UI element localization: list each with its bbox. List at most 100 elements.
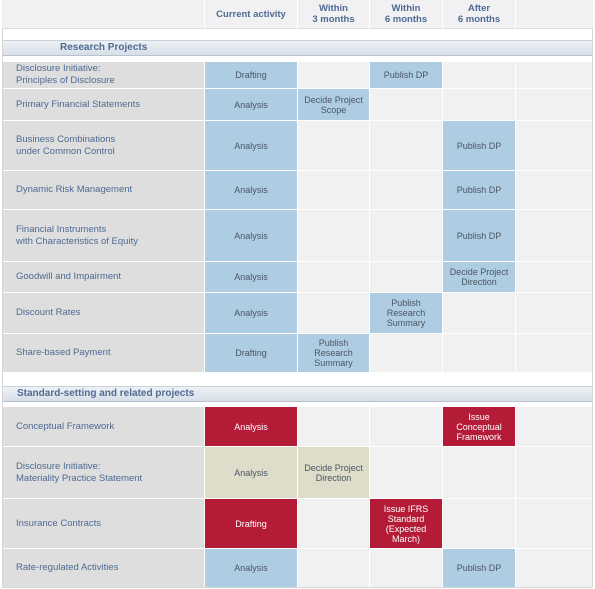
header-after-6-months: After 6 months: [443, 0, 515, 29]
research-cell-extra: [516, 171, 593, 209]
research-cell-current: Drafting: [205, 62, 297, 88]
activity-text: Publish DP: [456, 140, 502, 151]
research-row-label: Share-based Payment: [2, 334, 204, 372]
activity-text: Drafting: [235, 70, 267, 80]
activity-text: Drafting: [235, 518, 267, 529]
standard-cell-extra: [516, 499, 593, 548]
research-cell-current: Analysis: [205, 89, 297, 120]
research-cell-within3: [298, 262, 369, 292]
research-cell-within6: [370, 334, 442, 372]
activity-text: Analysis: [234, 308, 268, 318]
research-cell-within6: [370, 262, 442, 292]
project-name: Discount Rates: [16, 307, 81, 318]
section-standard-setting: Standard-setting and related projects: [2, 386, 593, 402]
research-cell-current: Analysis: [205, 210, 297, 261]
research-cell-extra: [516, 293, 593, 333]
standard-cell-extra: [516, 549, 593, 587]
standard-cell-within6: [370, 549, 442, 587]
research-cell-within6: [370, 171, 442, 209]
activity-text: Analysis: [234, 230, 268, 241]
activity-text: Publish Research Summary: [314, 338, 353, 368]
research-cell-extra: [516, 121, 593, 170]
project-name: Dynamic Risk Management: [16, 184, 133, 195]
research-cell-within6: [370, 121, 442, 170]
research-row-label: Primary Financial Statements: [2, 89, 204, 120]
research-row-label: Dynamic Risk Management: [2, 171, 204, 209]
header-current-activity: Current activity: [205, 0, 297, 29]
activity-text: Analysis: [234, 99, 268, 110]
research-cell-within6: Publish DP: [370, 62, 442, 88]
standard-row-label: Insurance Contracts: [2, 499, 204, 548]
standard-cell-within3: [298, 499, 369, 548]
research-cell-after6: [443, 293, 515, 333]
standard-cell-after6: Publish DP: [443, 549, 515, 587]
header-blank: [2, 0, 204, 29]
research-row-label: Goodwill and Impairment: [2, 262, 204, 292]
standard-cell-within6: Issue IFRS Standard (Expected March): [370, 499, 442, 548]
activity-text: Analysis: [234, 140, 268, 151]
research-cell-current: Analysis: [205, 171, 297, 209]
project-name: Primary Financial Statements: [16, 98, 141, 110]
research-cell-extra: [516, 262, 593, 292]
project-name: Disclosure Initiative: Principles of Dis…: [16, 63, 115, 86]
research-row-label: Financial Instruments with Characteristi…: [2, 210, 204, 261]
standard-cell-current: Analysis: [205, 407, 297, 446]
activity-text: Publish DP: [456, 563, 502, 573]
research-row-label: Business Combinations under Common Contr…: [2, 121, 204, 170]
research-cell-within3: [298, 62, 369, 88]
activity-text: Publish DP: [383, 70, 429, 80]
standard-cell-after6: [443, 499, 515, 548]
standard-row-label: Disclosure Initiative: Materiality Pract…: [2, 447, 204, 498]
header-current-label: Current activity: [216, 8, 286, 20]
standard-row-label: Conceptual Framework: [2, 407, 204, 446]
research-cell-within6: [370, 89, 442, 120]
standard-cell-current: Analysis: [205, 549, 297, 587]
standard-cell-within3: [298, 549, 369, 587]
activity-text: Decide Project Direction: [304, 462, 363, 483]
activity-text: Analysis: [234, 185, 268, 195]
research-cell-extra: [516, 62, 593, 88]
activity-text: Analysis: [234, 467, 268, 478]
activity-text: Decide Project Direction: [449, 267, 509, 287]
header-within6-label: Within 6 months: [384, 3, 428, 25]
standard-row-label: Rate-regulated Activities: [2, 549, 204, 587]
header-extra: [516, 0, 593, 29]
section-standard-title: Standard-setting and related projects: [17, 388, 195, 399]
section-research-projects: Research Projects: [2, 40, 593, 56]
standard-cell-within6: [370, 447, 442, 498]
project-name: Insurance Contracts: [16, 517, 102, 529]
research-cell-current: Analysis: [205, 293, 297, 333]
project-name: Financial Instruments with Characteristi…: [16, 223, 138, 247]
research-row-label: Disclosure Initiative: Principles of Dis…: [2, 62, 204, 88]
project-name: Rate-regulated Activities: [16, 562, 119, 573]
activity-text: Analysis: [234, 563, 268, 573]
research-cell-current: Drafting: [205, 334, 297, 372]
research-row-label: Discount Rates: [2, 293, 204, 333]
research-cell-after6: Publish DP: [443, 171, 515, 209]
header-after6-label: After 6 months: [457, 3, 501, 25]
research-cell-within3: Decide Project Scope: [298, 89, 369, 120]
research-cell-within6: [370, 210, 442, 261]
project-name: Conceptual Framework: [16, 420, 115, 432]
research-cell-within3: [298, 293, 369, 333]
research-cell-within3: [298, 210, 369, 261]
standard-cell-current: Drafting: [205, 499, 297, 548]
standard-cell-after6: Issue Conceptual Framework: [443, 407, 515, 446]
activity-text: Analysis: [234, 421, 268, 432]
header-within-6-months: Within 6 months: [370, 0, 442, 29]
standard-cell-within3: Decide Project Direction: [298, 447, 369, 498]
activity-text: Decide Project Scope: [304, 94, 363, 115]
section-research-title: Research Projects: [60, 42, 148, 53]
activity-text: Issue Conceptual Framework: [456, 411, 502, 442]
project-name: Share-based Payment: [16, 347, 111, 358]
project-name: Goodwill and Impairment: [16, 271, 122, 282]
standard-cell-after6: [443, 447, 515, 498]
standard-cell-within6: [370, 407, 442, 446]
research-cell-extra: [516, 210, 593, 261]
research-cell-within3: [298, 121, 369, 170]
header-within-3-months: Within 3 months: [298, 0, 369, 29]
activity-text: Issue IFRS Standard (Expected March): [383, 503, 429, 544]
activity-text: Publish DP: [456, 230, 502, 241]
header-within3-label: Within 3 months: [312, 3, 355, 25]
